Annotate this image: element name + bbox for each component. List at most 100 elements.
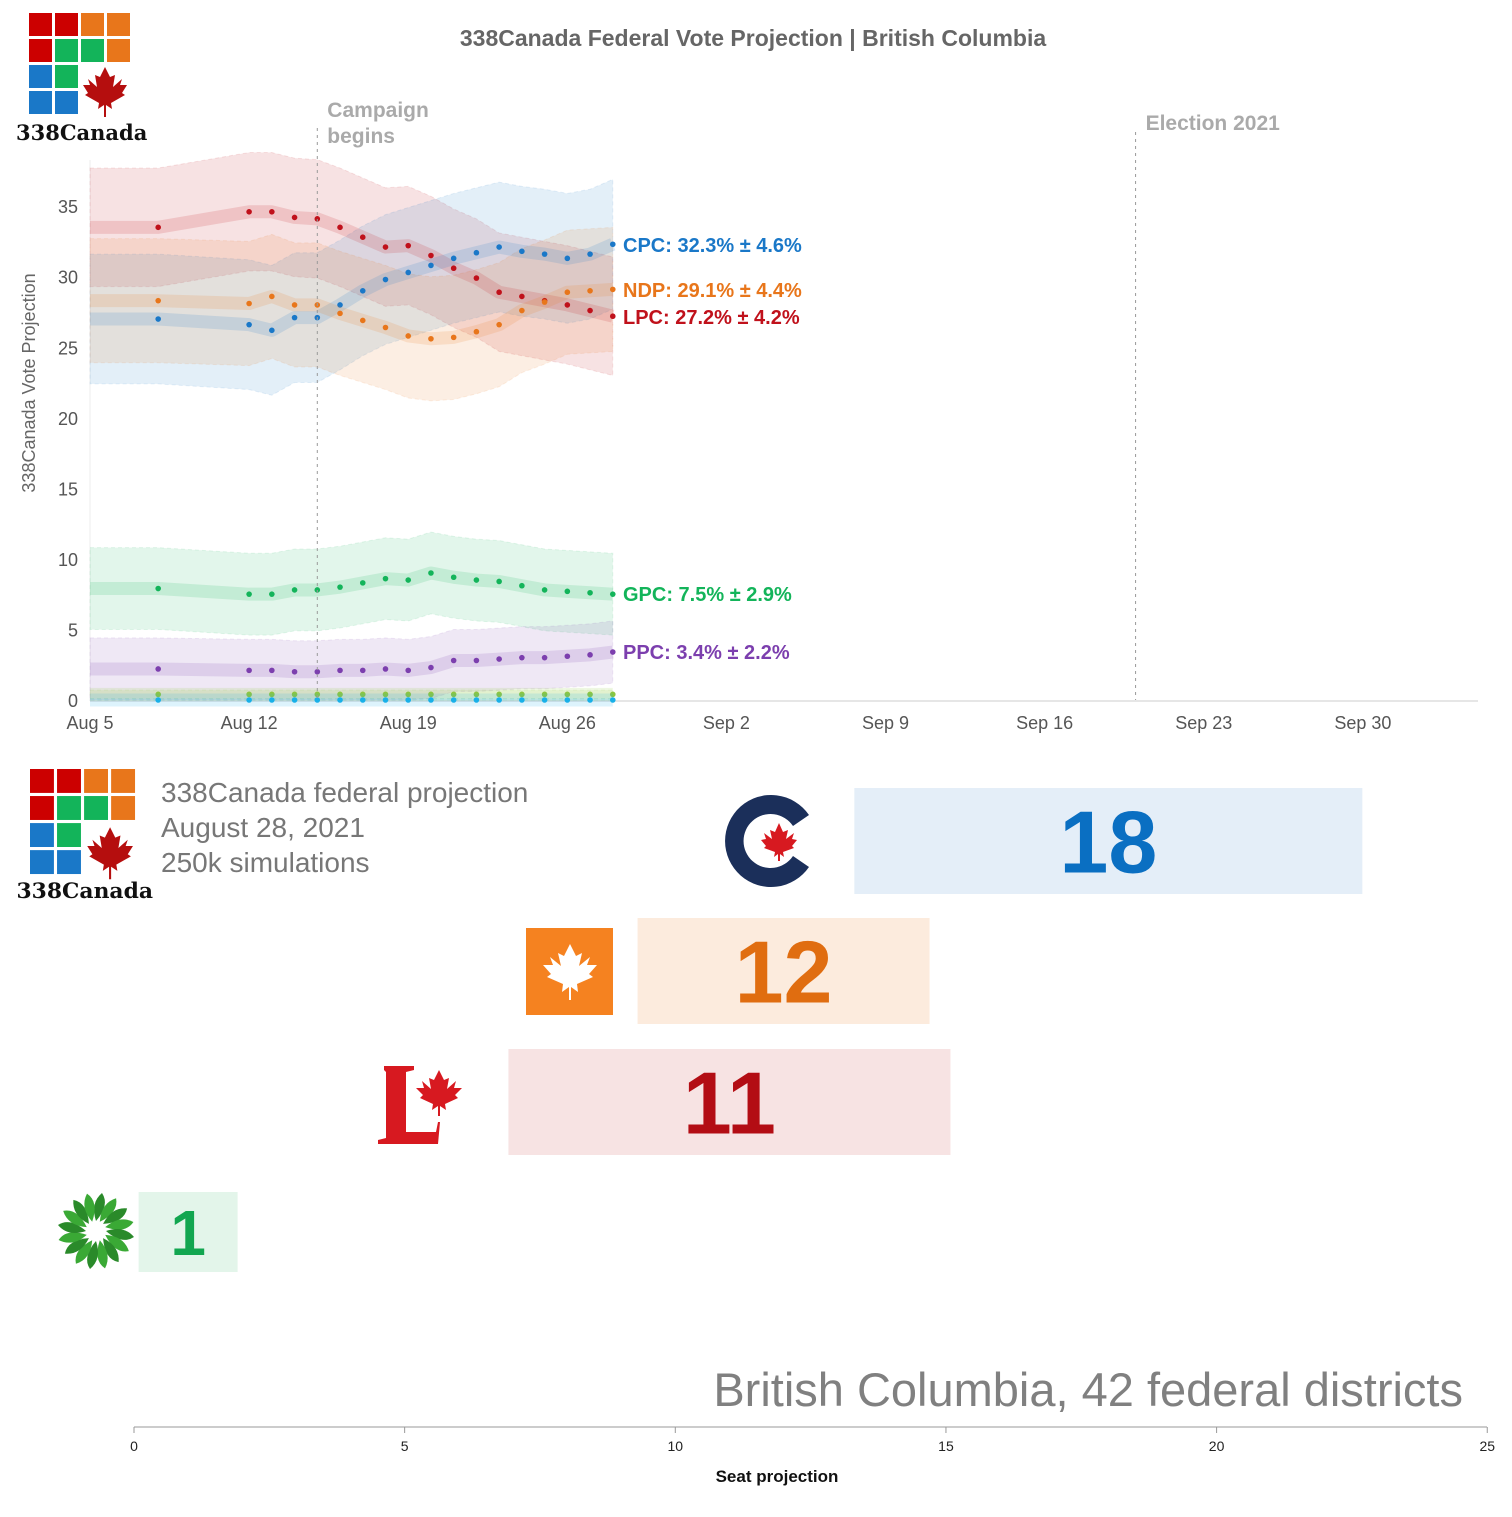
seat-count-label: 1 (170, 1197, 206, 1269)
data-point (564, 691, 571, 698)
data-point (291, 302, 298, 308)
logo-square (30, 823, 54, 847)
x-tick-label: Sep 16 (1016, 713, 1073, 733)
data-point (450, 255, 457, 262)
confidence-band (89, 689, 614, 700)
data-point (246, 691, 252, 698)
confidence-band (89, 178, 614, 396)
series-label: PPC: 3.4% ± 2.2% (623, 642, 790, 664)
data-point (337, 584, 343, 590)
data-point (428, 691, 434, 698)
seat-bar-cpc (854, 788, 1363, 894)
data-point (382, 276, 389, 283)
data-point (314, 668, 321, 675)
data-point (564, 588, 571, 595)
data-point (291, 314, 298, 321)
data-point (359, 667, 366, 674)
data-point (473, 657, 480, 664)
data-point (382, 575, 389, 582)
data-point (450, 657, 457, 664)
data-point (359, 691, 366, 698)
data-point (269, 591, 275, 597)
data-point (564, 302, 571, 308)
data-point (382, 244, 389, 250)
y-tick-label: 30 (58, 268, 78, 288)
gpc-logo-icon (58, 1193, 134, 1269)
logo-square (29, 65, 52, 88)
petal (63, 1210, 87, 1228)
data-point (428, 664, 434, 671)
flower-center (89, 1224, 103, 1238)
data-point (541, 299, 548, 305)
x-tick-label: Aug 12 (221, 713, 278, 733)
maple-leaf-icon (83, 67, 127, 117)
x-tick-label: 0 (130, 1438, 138, 1454)
data-point (359, 697, 366, 703)
petal (103, 1208, 128, 1224)
petal (105, 1234, 129, 1252)
annotation-label: begins (327, 125, 395, 148)
data-point (519, 582, 525, 589)
y-tick-label: 35 (58, 197, 78, 217)
data-point (246, 300, 252, 307)
data-point (405, 691, 412, 698)
logo-square (29, 39, 52, 62)
data-point (246, 208, 252, 215)
data-point (337, 691, 343, 698)
data-point (564, 255, 571, 262)
data-point (382, 691, 389, 698)
data-point (337, 697, 343, 703)
data-point (155, 585, 161, 592)
seat-count-label: 18 (1059, 793, 1157, 892)
data-point (541, 654, 548, 661)
data-point (155, 666, 161, 672)
y-tick-label: 20 (58, 409, 78, 429)
petal (84, 1193, 95, 1222)
data-point (609, 286, 616, 293)
data-point (587, 307, 593, 314)
data-point (496, 691, 502, 698)
seat-bar-lpc (508, 1049, 951, 1155)
data-point (609, 691, 616, 698)
logo-square (55, 91, 78, 114)
data-point (428, 570, 434, 576)
y-tick-label: 25 (58, 338, 78, 358)
data-point (496, 697, 502, 703)
logo-square (107, 13, 130, 36)
data-point (405, 697, 412, 703)
data-point (473, 697, 480, 703)
data-point (450, 697, 457, 703)
data-point (291, 668, 298, 675)
data-point (609, 591, 616, 597)
chart-title: 338Canada Federal Vote Projection | Brit… (460, 25, 1046, 51)
logo-square (57, 796, 81, 820)
x-tick-label: Sep 30 (1334, 713, 1391, 733)
x-tick-label: Aug 19 (380, 713, 437, 733)
data-point (269, 208, 275, 215)
data-point (269, 667, 275, 674)
x-tick-label: Sep 2 (703, 713, 750, 733)
x-tick-label: 25 (1479, 1438, 1495, 1454)
data-point (155, 224, 161, 231)
confidence-band (89, 620, 614, 701)
cpc-logo-icon (725, 795, 809, 887)
logo-square (57, 850, 81, 875)
data-point (496, 578, 502, 585)
x-tick-label: Sep 9 (862, 713, 909, 733)
data-point (359, 580, 366, 586)
data-point (428, 252, 434, 259)
data-point (519, 691, 525, 698)
data-point (564, 697, 571, 703)
data-point (473, 275, 480, 281)
x-tick-label: 20 (1209, 1438, 1225, 1454)
x-tick-label: 10 (668, 1438, 684, 1454)
series-label: CPC: 32.3% ± 4.6% (623, 235, 802, 257)
data-point (587, 288, 593, 294)
logo-square (29, 13, 52, 36)
data-point (473, 249, 480, 256)
petal (94, 1193, 105, 1221)
data-point (428, 262, 434, 269)
petal (99, 1198, 117, 1222)
data-point (496, 656, 502, 662)
data-point (405, 242, 412, 249)
